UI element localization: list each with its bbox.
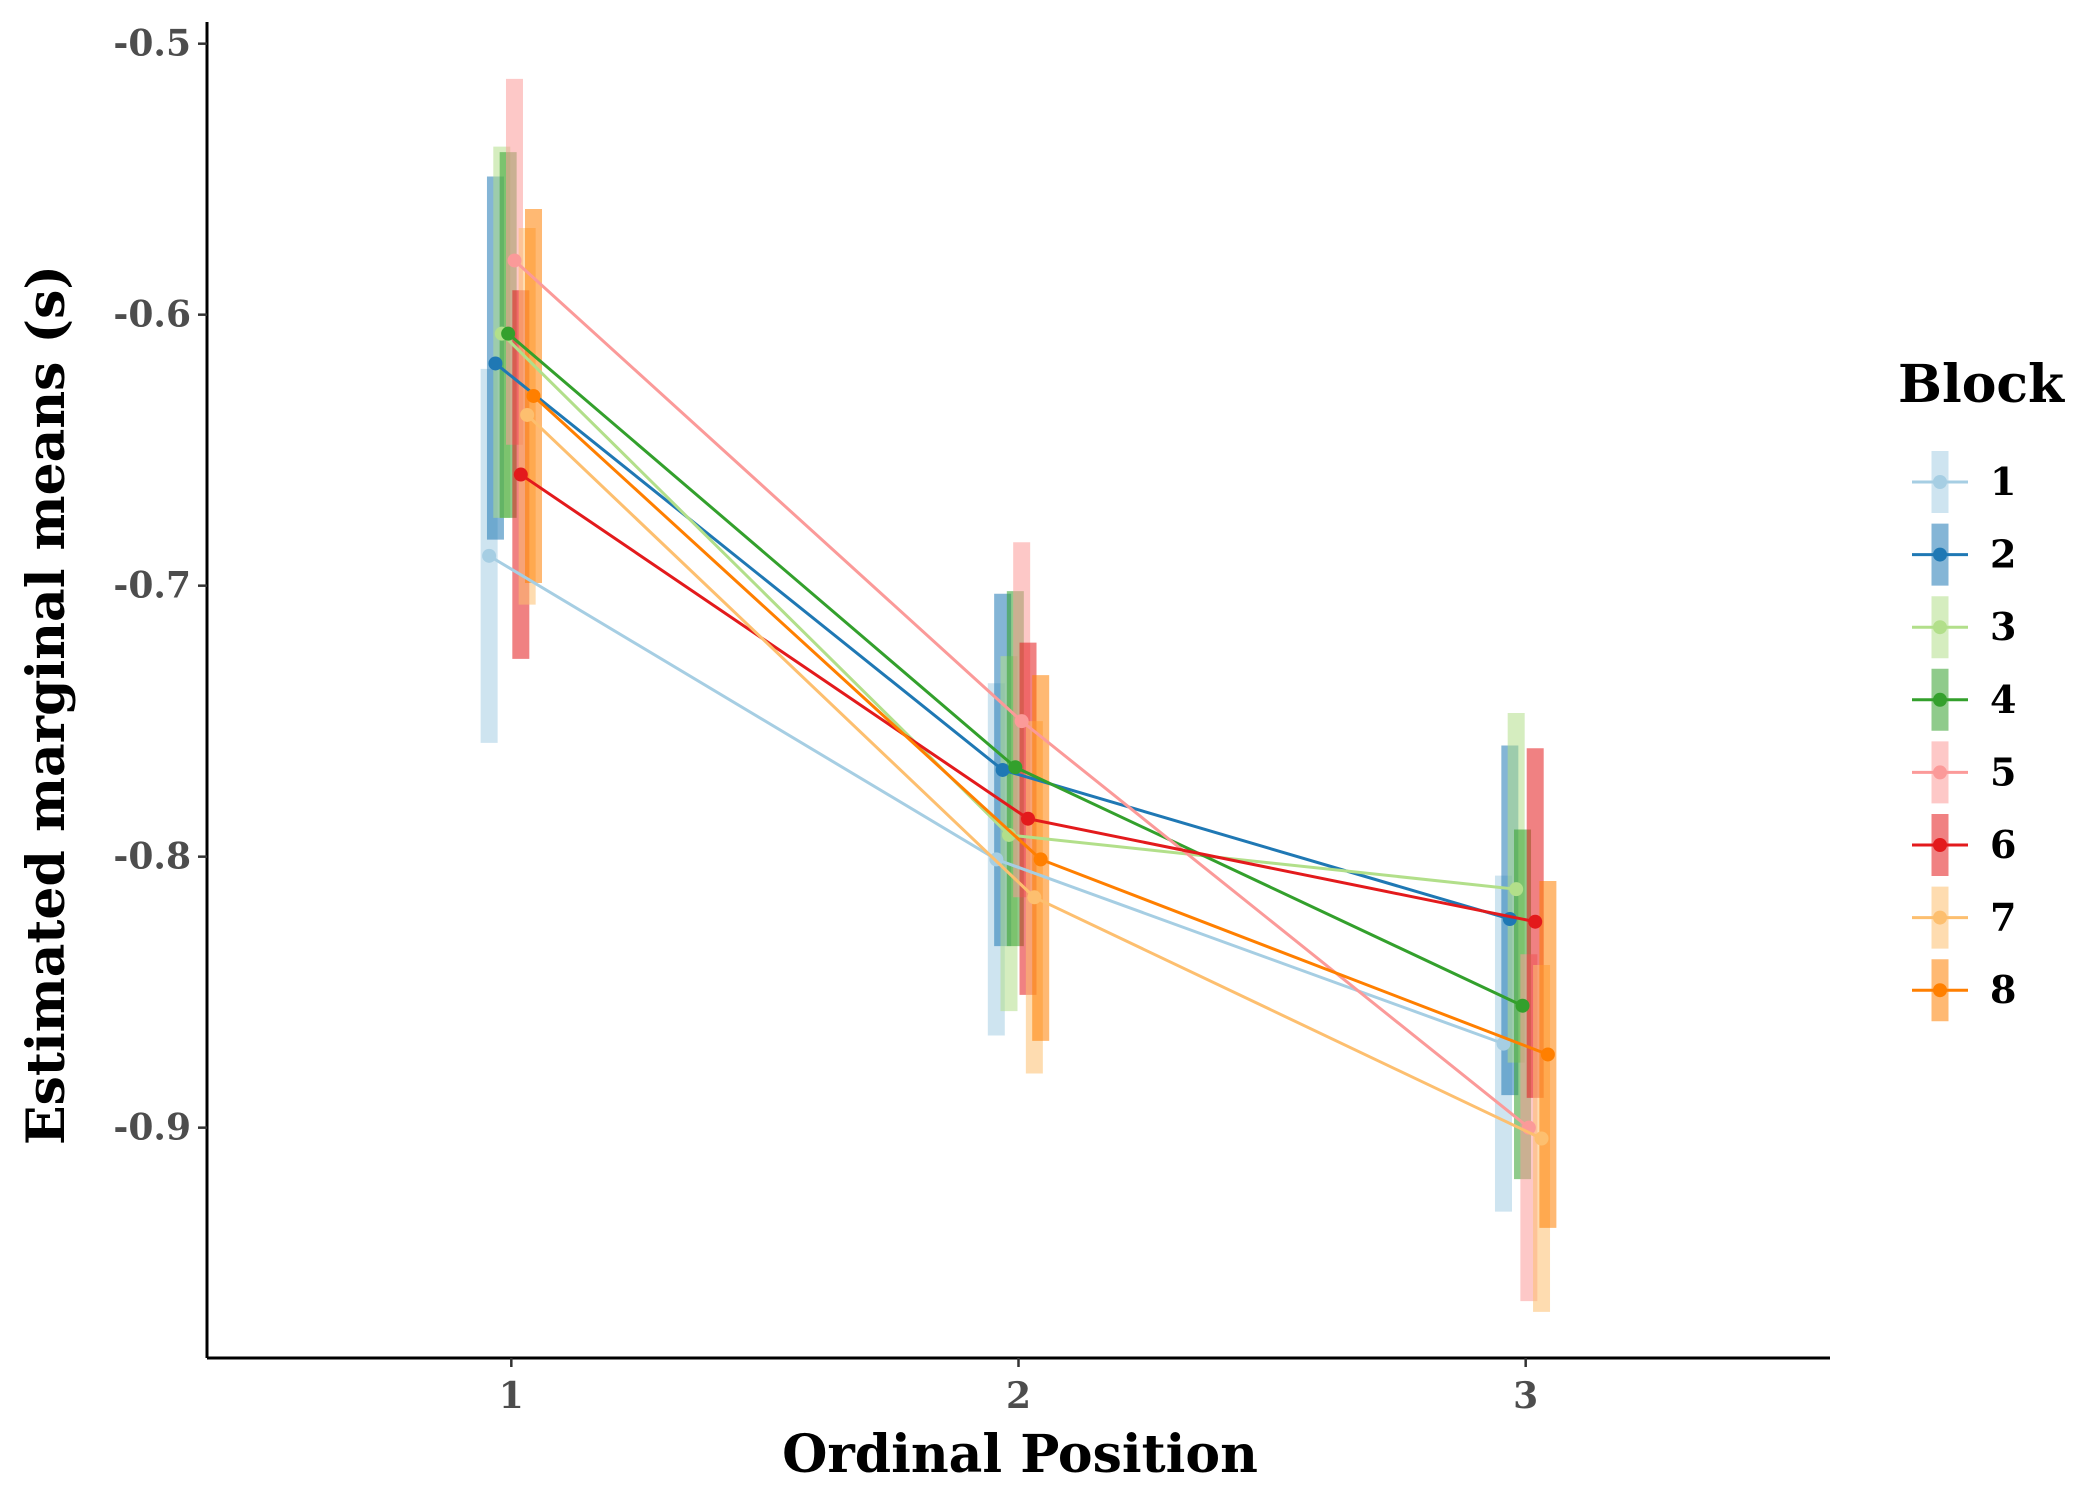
legend-item-8: 8 [1912, 959, 2016, 1022]
series-8 [526, 388, 1555, 1062]
legend-item-1: 1 [1912, 451, 2016, 513]
y-tick-label: -0.7 [113, 565, 191, 607]
legend: Block 1 2 3 4 5 6 7 8 [1898, 354, 2065, 1022]
legend-label: 2 [1990, 532, 2016, 577]
legend-label: 6 [1990, 822, 2016, 867]
data-point [501, 326, 516, 341]
data-point [1540, 1047, 1555, 1062]
data-point [1534, 1131, 1549, 1146]
legend-key-point [1933, 983, 1947, 998]
data-point [1515, 998, 1530, 1013]
legend-item-6: 6 [1912, 814, 2016, 876]
y-tick-label: -0.9 [113, 1107, 191, 1149]
legend-key-point [1933, 620, 1947, 635]
x-axis-title: Ordinal Position [782, 1424, 1258, 1485]
legend-item-2: 2 [1912, 523, 2016, 586]
legend-key-point [1933, 547, 1947, 562]
series-4 [501, 326, 1530, 1013]
data-point [513, 467, 528, 482]
data-point [1509, 882, 1524, 897]
legend-item-3: 3 [1912, 596, 2016, 659]
legend-label: 4 [1990, 677, 2016, 722]
data-point [507, 253, 522, 268]
legend-label: 3 [1990, 604, 2016, 649]
y-tick-label: -0.5 [113, 23, 191, 65]
legend-item-4: 4 [1912, 668, 2016, 731]
legend-label: 8 [1990, 967, 2016, 1012]
legend-key-point [1933, 838, 1947, 852]
data-point [482, 548, 497, 563]
x-tick-label: 2 [1006, 1375, 1031, 1417]
x-tick-label: 3 [1513, 1375, 1538, 1417]
x-tick-label: 1 [499, 1375, 524, 1417]
legend-item-5: 5 [1912, 741, 2016, 804]
y-tick-label: -0.6 [113, 294, 191, 336]
legend-label: 7 [1990, 895, 2016, 940]
legend-label: 5 [1990, 749, 2016, 794]
data-point [1528, 914, 1543, 929]
legend-item-7: 7 [1912, 886, 2016, 949]
data-point [488, 356, 503, 371]
legend-key-point [1933, 692, 1947, 707]
legend-key-point [1933, 910, 1947, 925]
series-7 [520, 407, 1549, 1146]
data-point [526, 388, 541, 403]
data-point [520, 407, 535, 422]
data-point [1021, 811, 1036, 826]
legend-key-point [1933, 765, 1947, 780]
data-point [1014, 714, 1029, 729]
data-point [1008, 760, 1023, 775]
data-point [995, 762, 1010, 777]
data-point [1027, 890, 1042, 905]
legend-items: 1 2 3 4 5 6 7 8 [1912, 451, 2016, 1022]
legend-key-point [1933, 475, 1947, 489]
y-ticks: -0.5 -0.6 -0.7 -0.8 -0.9 [113, 23, 207, 1149]
x-ticks: 1 2 3 [499, 1358, 1538, 1417]
series-layer [480, 78, 1557, 1312]
y-axis-title: Estimated marginal means (s) [16, 265, 77, 1145]
legend-title: Block [1898, 354, 2065, 415]
series-6 [513, 467, 1543, 929]
data-point [1001, 827, 1016, 842]
data-point [1033, 852, 1048, 867]
series-8-error-bars [525, 208, 1557, 1228]
legend-label: 1 [1990, 459, 2016, 504]
y-tick-label: -0.8 [113, 836, 191, 878]
